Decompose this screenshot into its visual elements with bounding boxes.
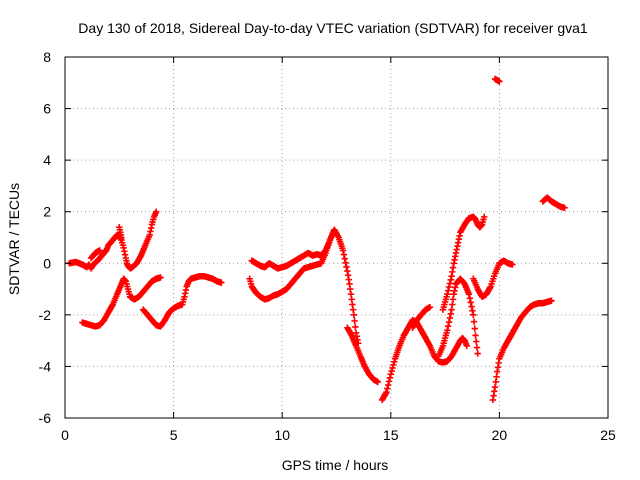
data-point — [444, 323, 452, 330]
x-tick-label: 10 — [274, 427, 290, 443]
data-point — [157, 274, 164, 281]
data-points — [66, 75, 568, 404]
axis-ticks: 0 5 10 15 20 25 -6 -4 -2 0 2 4 6 8 — [39, 49, 616, 443]
data-point — [446, 280, 454, 287]
data-point — [391, 358, 398, 365]
data-point — [470, 318, 478, 325]
y-tick-label: 4 — [43, 152, 51, 168]
y-tick-label: -6 — [39, 410, 52, 426]
data-point — [465, 291, 473, 298]
data-point — [389, 364, 396, 372]
data-point — [509, 261, 516, 268]
chart-title: Day 130 of 2018, Sidereal Day-to-day VTE… — [78, 20, 588, 36]
data-point — [339, 247, 347, 254]
data-point — [445, 283, 453, 291]
data-point — [426, 303, 434, 311]
y-tick-label: 8 — [43, 49, 51, 65]
y-tick-label: -4 — [39, 358, 52, 374]
data-point — [468, 303, 475, 310]
y-tick-label: 6 — [43, 101, 51, 117]
data-point — [118, 234, 125, 241]
data-point — [471, 325, 478, 332]
data-point — [473, 344, 481, 351]
y-tick-label: 0 — [43, 255, 51, 271]
data-point — [469, 307, 476, 314]
y-tick-label: 2 — [43, 204, 51, 220]
data-point — [352, 323, 359, 331]
data-point — [480, 213, 488, 221]
data-point — [447, 276, 454, 283]
data-point — [384, 381, 392, 389]
x-tick-label: 25 — [600, 427, 616, 443]
data-point — [386, 374, 394, 381]
data-point — [445, 318, 453, 326]
data-point — [343, 263, 350, 271]
data-point — [387, 370, 394, 378]
data-point — [463, 342, 471, 349]
data-point — [470, 311, 477, 319]
data-point — [390, 361, 397, 369]
x-axis-label: GPS time / hours — [282, 457, 389, 473]
data-point — [350, 311, 358, 319]
data-point — [466, 295, 474, 302]
data-point — [341, 255, 348, 262]
data-point — [467, 299, 474, 306]
data-point — [447, 310, 454, 318]
x-tick-label: 15 — [383, 427, 399, 443]
data-point — [351, 317, 358, 325]
data-point — [444, 287, 452, 294]
data-point — [342, 259, 349, 266]
data-point — [340, 251, 348, 258]
data-point — [153, 208, 160, 215]
data-point — [548, 297, 555, 304]
data-point — [388, 367, 395, 375]
data-point — [474, 350, 481, 357]
data-point — [374, 378, 381, 386]
data-point — [331, 226, 338, 233]
x-tick-label: 5 — [170, 427, 178, 443]
plot-frame — [64, 56, 609, 419]
data-point — [496, 78, 503, 85]
grid-lines — [65, 57, 608, 418]
data-point — [385, 378, 393, 385]
data-point — [384, 385, 391, 392]
y-axis-label: SDTVAR / TECUs — [6, 183, 22, 295]
data-point — [444, 291, 451, 298]
y-tick-label: -2 — [39, 307, 52, 323]
data-point — [383, 389, 390, 396]
x-tick-label: 0 — [61, 427, 69, 443]
data-point — [444, 327, 451, 334]
data-point — [218, 279, 225, 286]
x-tick-label: 20 — [492, 427, 508, 443]
data-point — [473, 338, 480, 345]
data-point — [446, 314, 454, 322]
data-point — [96, 247, 103, 254]
data-point — [472, 332, 479, 339]
data-point — [561, 204, 568, 212]
